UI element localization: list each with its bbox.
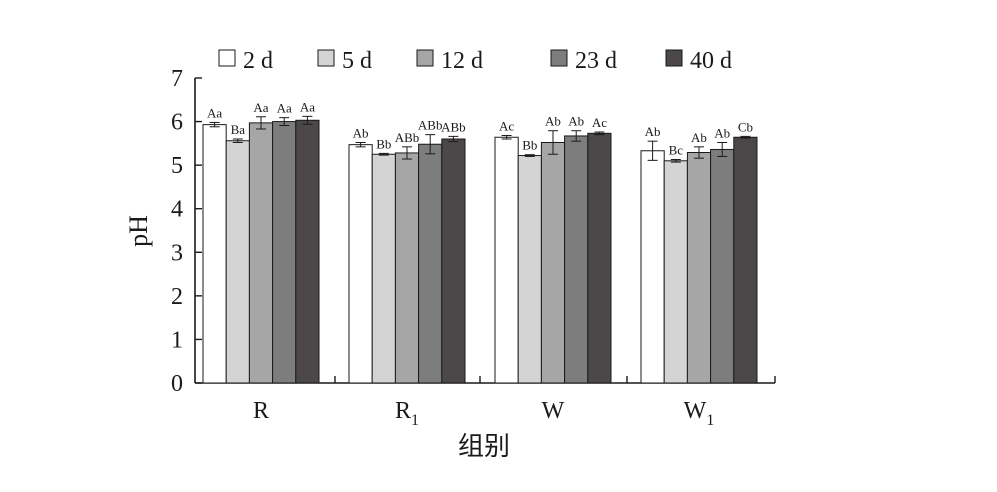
significance-label: ABb bbox=[441, 119, 466, 134]
bar bbox=[202, 124, 227, 384]
significance-label: Cb bbox=[738, 119, 753, 134]
y-tick-label: 4 bbox=[171, 197, 183, 223]
legend-label: 2 d bbox=[243, 48, 273, 74]
legend-label: 12 d bbox=[441, 48, 483, 74]
bar bbox=[517, 155, 542, 384]
significance-label: Bb bbox=[522, 138, 537, 153]
bar bbox=[441, 138, 466, 384]
significance-label: Ab bbox=[568, 114, 584, 129]
significance-label: ABb bbox=[418, 118, 443, 133]
bar bbox=[587, 132, 612, 384]
significance-label: Bb bbox=[376, 136, 391, 151]
bar bbox=[394, 152, 420, 384]
legend-label: 40 d bbox=[690, 48, 732, 74]
bar bbox=[710, 148, 735, 384]
x-category-label: W bbox=[542, 398, 565, 424]
legend-swatch bbox=[665, 49, 683, 67]
x-axis-title: 组别 bbox=[458, 432, 510, 462]
bar bbox=[225, 140, 250, 384]
y-tick-label: 5 bbox=[171, 153, 183, 179]
y-tick-label: 1 bbox=[171, 327, 183, 353]
y-tick-label: 6 bbox=[171, 110, 183, 136]
bar bbox=[663, 160, 688, 384]
y-tick-label: 0 bbox=[171, 371, 183, 397]
x-category-label: R bbox=[253, 398, 269, 424]
y-axis-title: pH bbox=[124, 215, 153, 247]
legend-swatch bbox=[416, 49, 434, 67]
significance-label: Aa bbox=[207, 105, 222, 120]
x-category-label: R1 bbox=[395, 398, 419, 429]
legend-swatch bbox=[550, 49, 568, 67]
bar bbox=[348, 144, 373, 384]
bar bbox=[494, 136, 519, 384]
significance-label: Ab bbox=[645, 124, 661, 139]
bar bbox=[564, 135, 589, 384]
significance-label: ABb bbox=[395, 130, 420, 145]
bar bbox=[686, 152, 712, 384]
bar bbox=[295, 119, 320, 384]
bar bbox=[640, 150, 665, 384]
legend-label: 23 d bbox=[575, 48, 617, 74]
bar bbox=[248, 122, 274, 384]
legend-swatch bbox=[317, 49, 335, 67]
significance-label: Ab bbox=[691, 130, 707, 145]
significance-label: Ba bbox=[231, 122, 246, 137]
bar bbox=[371, 153, 396, 384]
significance-label: Aa bbox=[253, 100, 268, 115]
significance-label: Ab bbox=[545, 114, 561, 129]
y-tick-label: 2 bbox=[171, 284, 183, 310]
significance-label: Ab bbox=[353, 125, 369, 140]
significance-label: Ac bbox=[592, 115, 607, 130]
x-category-label: W1 bbox=[684, 398, 715, 429]
legend-label: 5 d bbox=[342, 48, 372, 74]
bar bbox=[272, 121, 297, 384]
bar bbox=[418, 143, 443, 384]
x-axis: R R1 W W1 bbox=[195, 376, 776, 429]
y-tick-label: 3 bbox=[171, 240, 183, 266]
y-axis: 0 1 2 3 4 5 6 7 bbox=[171, 66, 202, 397]
significance-label: Ab bbox=[714, 125, 730, 140]
legend-swatch bbox=[218, 49, 236, 67]
chart-legend: 2 d 5 d 12 d 23 d 40 d bbox=[218, 48, 732, 74]
significance-label: Ac bbox=[499, 119, 514, 134]
significance-label: Aa bbox=[300, 99, 315, 114]
bar bbox=[733, 136, 758, 384]
y-tick-label: 7 bbox=[171, 66, 183, 92]
significance-label: Aa bbox=[277, 101, 292, 116]
significance-label: Bc bbox=[669, 142, 684, 157]
bar bbox=[540, 141, 566, 384]
